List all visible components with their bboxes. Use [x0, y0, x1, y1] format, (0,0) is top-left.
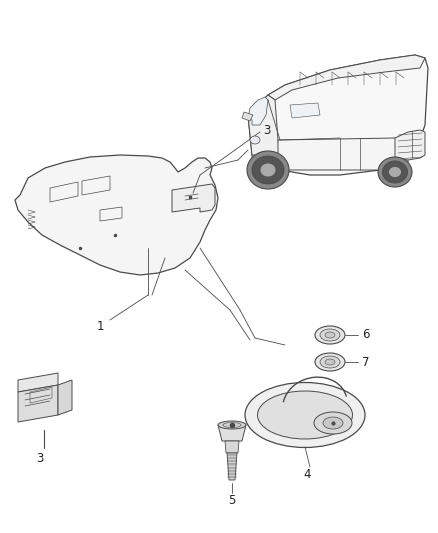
Ellipse shape: [218, 421, 246, 429]
Text: 1: 1: [96, 319, 104, 333]
Text: 6: 6: [362, 328, 370, 342]
Polygon shape: [252, 155, 285, 168]
Polygon shape: [268, 55, 425, 100]
Ellipse shape: [320, 329, 340, 341]
Polygon shape: [18, 373, 58, 392]
Ellipse shape: [378, 157, 412, 187]
Polygon shape: [225, 441, 239, 453]
Polygon shape: [227, 453, 237, 480]
Ellipse shape: [314, 412, 352, 434]
Ellipse shape: [252, 156, 284, 184]
Ellipse shape: [260, 163, 276, 177]
Polygon shape: [172, 184, 215, 212]
Ellipse shape: [323, 417, 343, 429]
Ellipse shape: [382, 161, 407, 183]
Polygon shape: [248, 55, 428, 175]
Polygon shape: [218, 425, 246, 441]
Ellipse shape: [325, 332, 335, 338]
Polygon shape: [18, 385, 58, 422]
Polygon shape: [248, 97, 268, 125]
Ellipse shape: [247, 151, 289, 189]
Ellipse shape: [389, 166, 402, 177]
Ellipse shape: [320, 356, 340, 368]
Ellipse shape: [315, 353, 345, 371]
Polygon shape: [278, 138, 408, 170]
Polygon shape: [248, 95, 280, 162]
Text: 3: 3: [36, 451, 44, 464]
Ellipse shape: [315, 326, 345, 344]
Polygon shape: [290, 103, 320, 118]
Polygon shape: [15, 155, 218, 275]
Ellipse shape: [325, 359, 335, 365]
Text: 5: 5: [228, 495, 236, 507]
Text: 4: 4: [303, 469, 311, 481]
Polygon shape: [58, 380, 72, 415]
Polygon shape: [242, 112, 253, 121]
Ellipse shape: [245, 383, 365, 448]
Text: 3: 3: [263, 124, 270, 136]
Ellipse shape: [258, 391, 353, 439]
Polygon shape: [395, 130, 425, 160]
Ellipse shape: [250, 136, 260, 144]
Text: 7: 7: [362, 356, 370, 368]
